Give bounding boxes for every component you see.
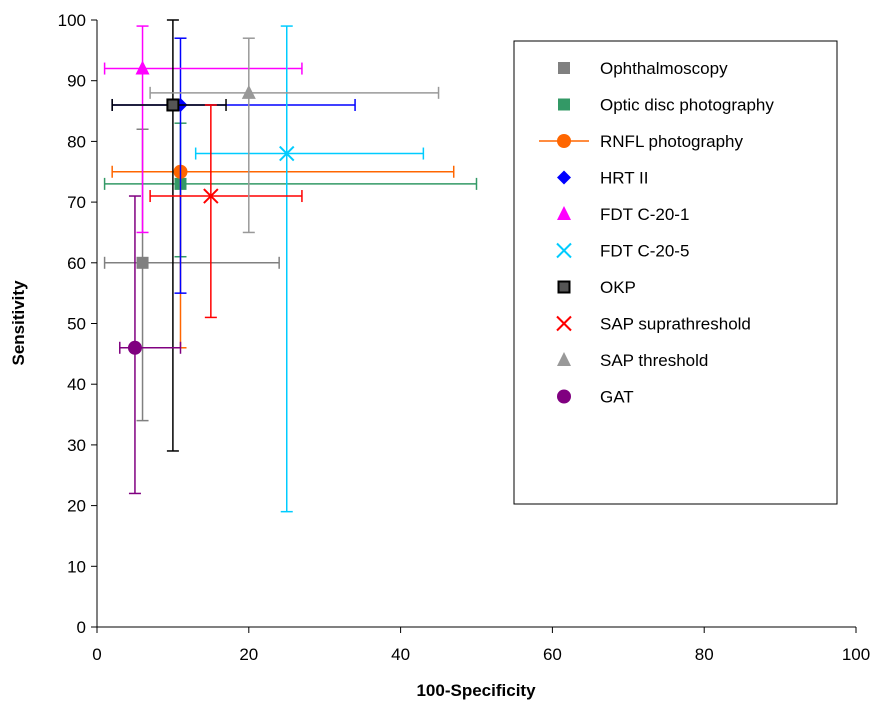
y-tick-label: 70 — [67, 193, 86, 212]
y-tick-label: 60 — [67, 254, 86, 273]
x-tick-label: 60 — [543, 645, 562, 664]
legend-marker — [557, 170, 571, 185]
data-point — [135, 60, 150, 75]
y-tick-label: 10 — [67, 557, 86, 576]
series-7 — [149, 104, 303, 319]
legend-label: OKP — [600, 278, 636, 297]
x-tick-label: 100 — [842, 645, 870, 664]
series-5 — [194, 25, 425, 513]
legend-item: GAT — [557, 388, 634, 407]
error-bars — [149, 104, 303, 319]
error-bars — [194, 25, 425, 513]
legend-marker — [557, 134, 571, 148]
legend-item: HRT II — [557, 169, 649, 188]
error-bars — [103, 128, 280, 422]
y-tick-label: 40 — [67, 375, 86, 394]
error-bars — [111, 19, 227, 452]
error-bars — [149, 37, 440, 234]
x-ticks: 0 20 40 60 80 100 — [92, 627, 870, 664]
legend-label: Optic disc photography — [600, 96, 774, 115]
legend-marker — [558, 98, 570, 111]
data-point — [203, 188, 219, 204]
y-tick-label: 0 — [77, 618, 86, 637]
data-point — [127, 340, 142, 355]
series-1 — [103, 122, 478, 258]
legend-marker — [557, 280, 571, 294]
x-tick-label: 40 — [391, 645, 410, 664]
legend: Ophthalmoscopy Optic disc photography RNFL… — [513, 40, 838, 505]
data-point — [241, 84, 256, 99]
data-point — [136, 256, 149, 269]
x-tick-label: 0 — [92, 645, 101, 664]
y-tick-label: 100 — [58, 11, 86, 30]
legend-item: FDT C-20-1 — [557, 205, 689, 224]
series-3 — [111, 37, 356, 294]
y-axis-title: Sensitivity — [9, 280, 28, 366]
legend-label: Ophthalmoscopy — [600, 59, 728, 78]
data-point — [166, 98, 180, 112]
legend-marker — [557, 389, 571, 404]
x-axis-title: 100-Specificity — [416, 681, 536, 700]
legend-items: Ophthalmoscopy Optic disc photography RNFL… — [539, 59, 774, 407]
legend-marker — [557, 206, 571, 220]
y-tick-label: 80 — [67, 132, 86, 151]
series-8 — [149, 37, 440, 234]
legend-label: HRT II — [600, 169, 649, 188]
legend-marker — [558, 62, 570, 74]
error-bars — [111, 165, 455, 349]
error-bars — [111, 37, 356, 294]
legend-marker — [557, 352, 571, 366]
legend-marker — [556, 315, 572, 332]
legend-label: FDT C-20-5 — [600, 242, 689, 261]
legend-item: RNFL photography — [539, 132, 744, 151]
y-tick-label: 90 — [67, 72, 86, 91]
error-bars — [103, 122, 478, 258]
data-point — [279, 145, 295, 162]
series-6 — [111, 19, 227, 452]
legend-item: Ophthalmoscopy — [558, 59, 728, 78]
series-4 — [103, 25, 303, 234]
series-2 — [111, 164, 455, 349]
legend-item: FDT C-20-5 — [556, 242, 689, 261]
legend-label: FDT C-20-1 — [600, 205, 689, 224]
series-0 — [103, 128, 280, 422]
legend-item: SAP suprathreshold — [556, 315, 751, 334]
legend-item: SAP threshold — [557, 351, 708, 370]
y-tick-label: 50 — [67, 315, 86, 334]
error-bars — [103, 25, 303, 234]
y-tick-label: 30 — [67, 436, 86, 455]
plot-area: 0 20 40 60 80 100 0 10 20 30 40 50 60 70 80 90 100 — [58, 11, 871, 664]
legend-item: OKP — [557, 278, 636, 297]
x-tick-label: 80 — [695, 645, 714, 664]
x-tick-label: 20 — [239, 645, 258, 664]
series-9 — [119, 195, 182, 495]
legend-item: Optic disc photography — [558, 96, 774, 115]
y-ticks: 0 10 20 30 40 50 60 70 80 90 100 — [58, 11, 97, 637]
legend-marker — [556, 242, 572, 259]
legend-label: RNFL photography — [600, 132, 744, 151]
legend-box — [513, 40, 838, 505]
series-layer — [103, 19, 478, 513]
legend-label: SAP threshold — [600, 351, 708, 370]
legend-label: GAT — [600, 388, 634, 407]
legend-label: SAP suprathreshold — [600, 315, 751, 334]
y-tick-label: 20 — [67, 497, 86, 516]
